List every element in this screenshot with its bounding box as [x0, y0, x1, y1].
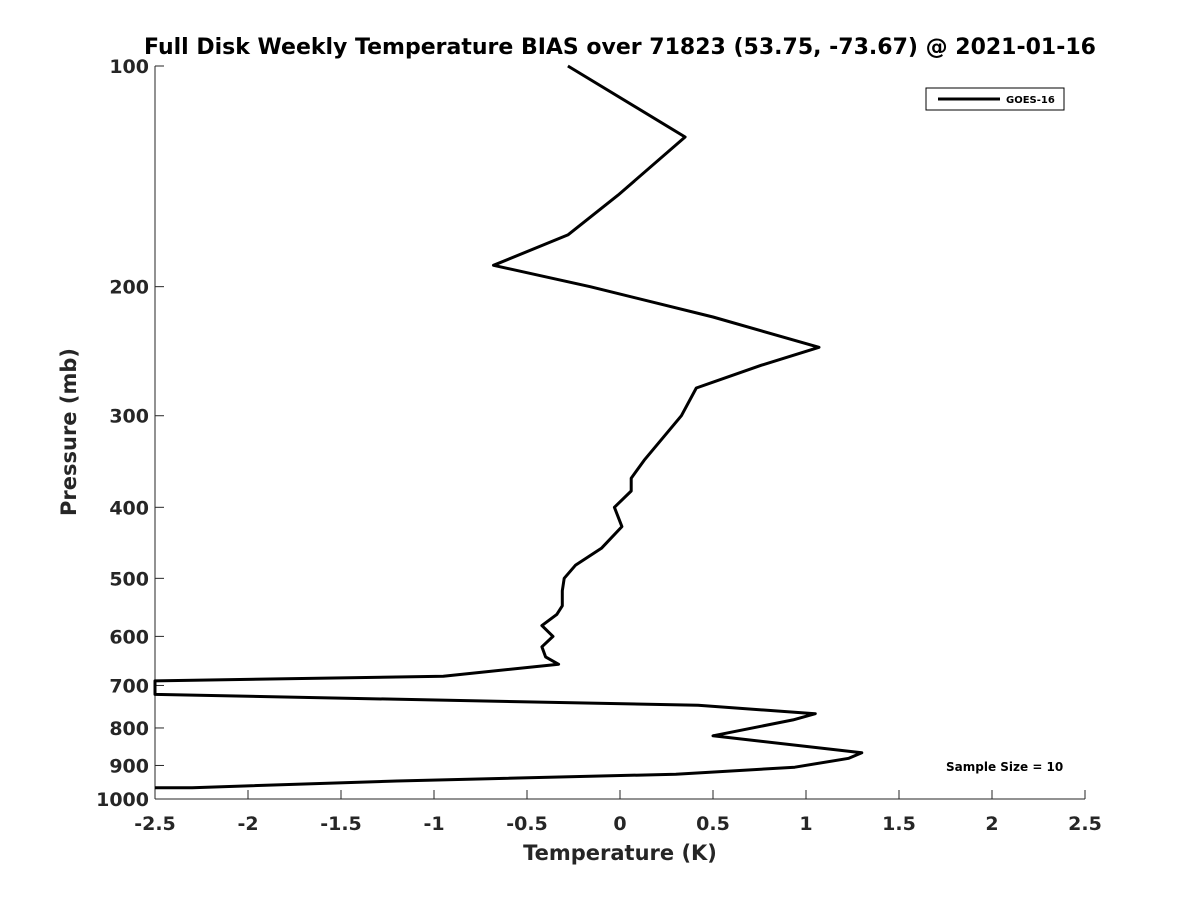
- x-tick-label: -2: [237, 813, 258, 835]
- y-tick-label: 400: [109, 497, 149, 519]
- x-tick-label: -2.5: [134, 813, 176, 835]
- x-tick-label: -1.5: [320, 813, 362, 835]
- x-tick-label: 0: [613, 813, 626, 835]
- x-ticks: -2.5 -2 -1.5 -1 -0.5 0 0.5 1 1.5 2 2.5: [134, 790, 1102, 835]
- sample-size-annotation: Sample Size = 10: [946, 760, 1063, 774]
- y-tick-label: 600: [109, 626, 149, 648]
- y-tick-label: 500: [109, 568, 149, 590]
- x-tick-label: -1: [423, 813, 444, 835]
- y-ticks: 100 200 300 400 500 600 700 800 900 1000: [96, 56, 164, 811]
- x-tick-label: -0.5: [506, 813, 548, 835]
- y-tick-label: 800: [109, 718, 149, 740]
- y-tick-label: 900: [109, 755, 149, 777]
- y-tick-label: 100: [109, 56, 149, 78]
- series-line-goes-16: [153, 64, 864, 790]
- y-tick-label: 300: [109, 406, 149, 428]
- x-tick-label: 1: [799, 813, 812, 835]
- x-tick-label: 2.5: [1068, 813, 1102, 835]
- y-axis-label: Pressure (mb): [57, 348, 81, 516]
- x-tick-label: 0.5: [696, 813, 730, 835]
- legend-label: GOES-16: [1006, 95, 1055, 106]
- legend: GOES-16: [925, 87, 1065, 111]
- chart-title: Full Disk Weekly Temperature BIAS over 7…: [144, 35, 1096, 60]
- y-tick-label: 700: [109, 675, 149, 697]
- x-axis-label: Temperature (K): [523, 841, 717, 865]
- plot-area: -2.5 -2 -1.5 -1 -0.5 0 0.5 1 1.5 2 2.5 100 200 300 40…: [96, 56, 1102, 835]
- y-tick-label: 200: [109, 277, 149, 299]
- x-tick-label: 2: [985, 813, 998, 835]
- x-tick-label: 1.5: [882, 813, 916, 835]
- y-tick-label: 1000: [96, 789, 149, 811]
